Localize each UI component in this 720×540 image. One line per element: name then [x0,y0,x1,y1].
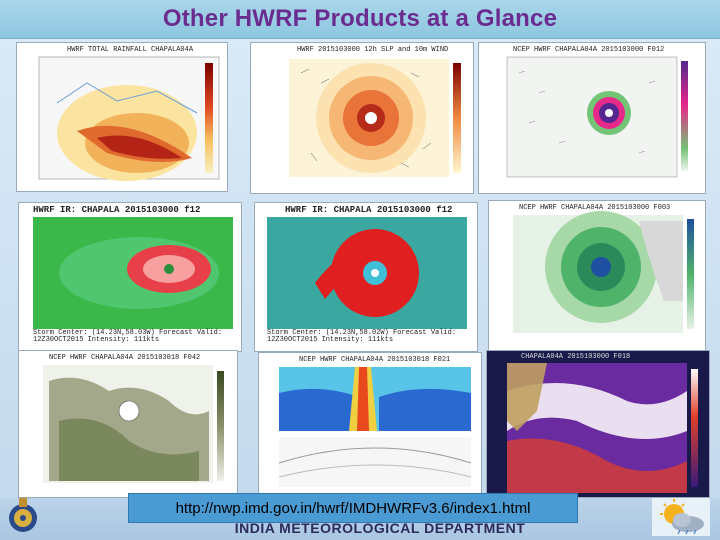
cross-section-panel: NCEP HWRF CHAPALA04A 2015103018 F021 [258,352,482,496]
ir-caption-1: HWRF IR: CHAPALA 2015103000 f12 [33,205,201,215]
composite-f018-caption: CHAPALA04A 2015103000 F018 [521,353,631,361]
ncep-f042-caption: NCEP HWRF CHAPALA04A 2015103018 F042 [49,354,201,362]
ir-caption-2: HWRF IR: CHAPALA 2015103000 f12 [285,205,453,215]
ncep-f003-caption: NCEP HWRF CHAPALA04A 2015103000 F003 [519,204,671,212]
imd-emblem-icon [9,498,37,532]
ir-info-2: Storm Center: (14.23N,58.02W) Forecast V… [267,329,457,344]
product-url-link[interactable]: http://nwp.imd.gov.in/hwrf/IMDHWRFv3.6/i… [175,499,531,517]
slide-title: Other HWRF Products at a Glance [162,5,558,32]
slp-wind-panel: HWRF 2015103000 12h SLP and 10m WIND [250,42,474,194]
ir-info-1: Storm Center: (14.23N,58.03W) Forecast V… [33,329,223,344]
ir-image-2 [255,203,477,351]
rainfall-map-panel: HWRF TOTAL RAINFALL CHAPALA04A [16,42,228,192]
title-bar [0,0,720,39]
ncep-f012-caption: NCEP HWRF CHAPALA04A 2015103000 F012 [513,46,665,54]
ncep-f042-panel: NCEP HWRF CHAPALA04A 2015103018 F042 [18,350,238,498]
slp-wind-image [251,43,473,193]
composite-f018-panel: CHAPALA04A 2015103000 F018 [486,350,710,498]
cross-section-caption: NCEP HWRF CHAPALA04A 2015103018 F021 [299,356,451,364]
ncep-f012-panel: NCEP HWRF CHAPALA04A 2015103000 F012 [478,42,706,194]
ir-panel-2: HWRF IR: CHAPALA 2015103000 f12 Storm Ce… [254,202,478,352]
department-name: INDIA METEOROLOGICAL DEPARTMENT [234,520,526,536]
cross-section-image [259,353,481,495]
sun-cloud-icon [652,498,710,536]
ncep-f003-panel: NCEP HWRF CHAPALA04A 2015103000 F003 [488,200,706,352]
ncep-f003-image [489,201,705,351]
composite-f018-image [487,351,709,497]
ir-panel-1: HWRF IR: CHAPALA 2015103000 f12 Storm Ce… [18,202,242,352]
url-banner[interactable]: http://nwp.imd.gov.in/hwrf/IMDHWRFv3.6/i… [128,493,578,523]
ncep-f012-image [479,43,705,193]
slp-wind-caption: HWRF 2015103000 12h SLP and 10m WIND [297,46,449,54]
rainfall-map-caption: HWRF TOTAL RAINFALL CHAPALA04A [67,46,194,54]
ncep-f042-image [19,351,237,497]
ir-image-1 [19,203,241,351]
rainfall-map-image [17,43,227,191]
